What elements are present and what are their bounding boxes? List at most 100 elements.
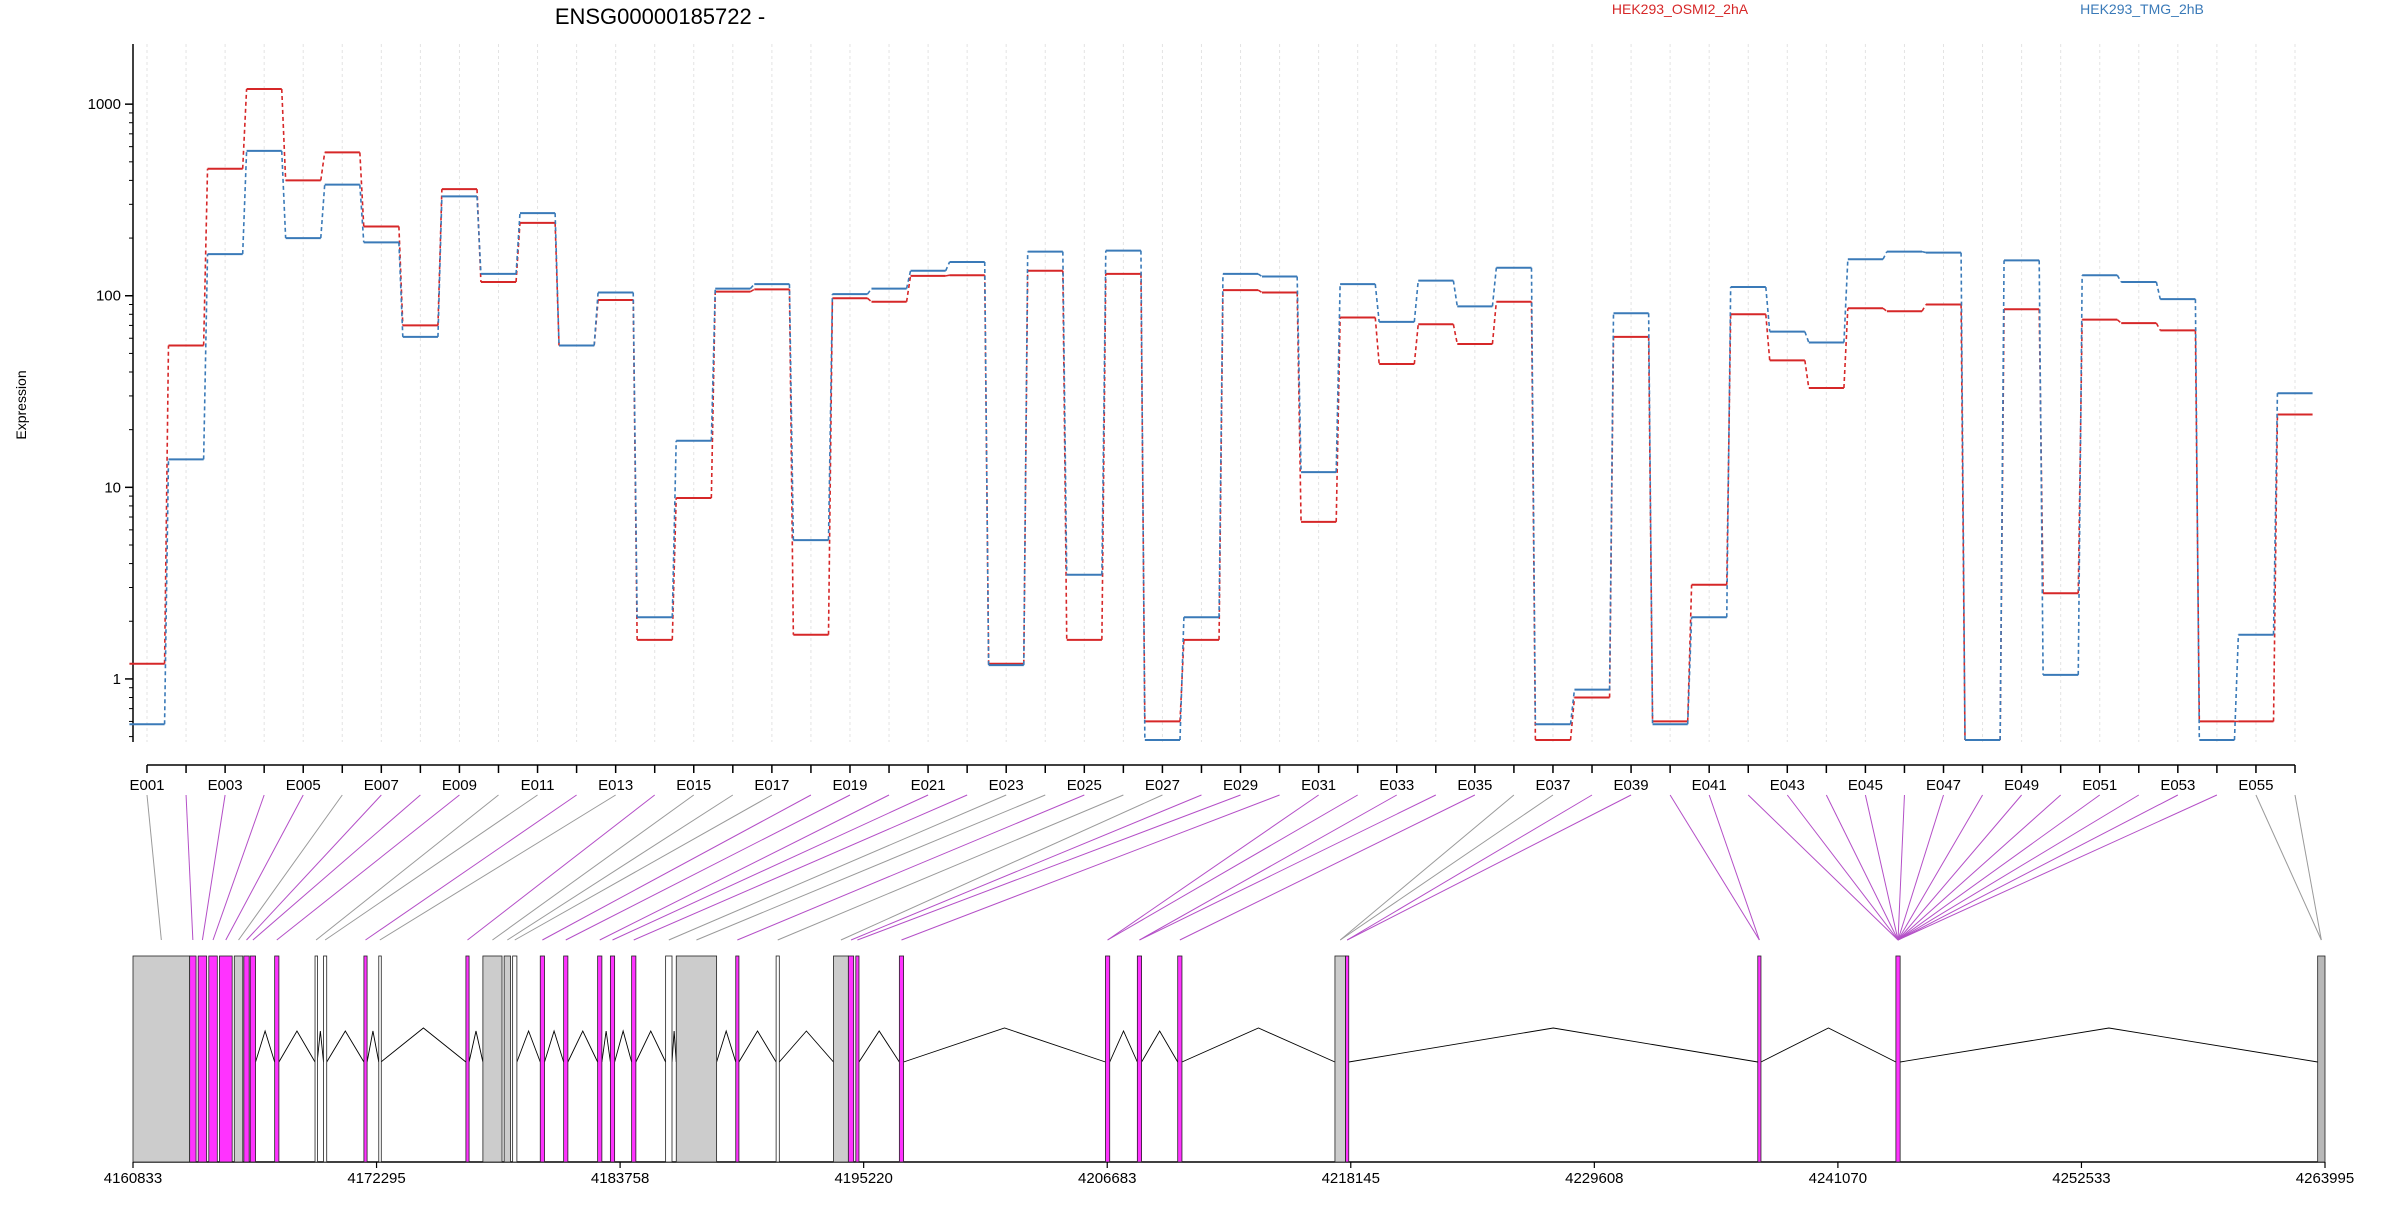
series-connector <box>437 196 443 337</box>
exon-block <box>249 955 256 1163</box>
exon-connector <box>2255 794 2322 941</box>
series-connector <box>1921 250 1927 254</box>
exon-block <box>609 955 616 1163</box>
intron <box>635 1029 667 1063</box>
exon-connector <box>201 794 226 941</box>
intron <box>1760 1027 1897 1063</box>
coord-tick-label: 4218145 <box>1322 1170 1380 1187</box>
series-connector <box>1452 280 1459 307</box>
exon-block <box>847 955 855 1163</box>
exon-connector <box>514 794 773 941</box>
exon-connector <box>840 794 1163 941</box>
exon-tick-label: E013 <box>598 777 633 794</box>
series-connector <box>2077 275 2083 675</box>
exon-tick-label: E031 <box>1301 777 1336 794</box>
series-connector <box>1921 304 1927 312</box>
series-connector <box>1765 314 1771 361</box>
exon-block <box>378 955 382 1163</box>
series-connector <box>1725 287 1732 618</box>
series-connector <box>1491 267 1498 307</box>
series-connector <box>2233 634 2240 741</box>
series-0 <box>129 87 2313 741</box>
series-connector <box>1608 336 1615 698</box>
exon-connector <box>633 794 968 941</box>
exon-tick-label: E017 <box>754 777 789 794</box>
series-connector <box>1374 284 1380 323</box>
series-connector <box>632 292 638 618</box>
y-tick-label: 1000 <box>88 96 121 113</box>
exon-connector <box>1897 794 2140 941</box>
series-connector <box>320 152 326 181</box>
exon-connector <box>901 794 1280 941</box>
series-connector <box>1140 250 1146 741</box>
exon-block <box>597 955 603 1163</box>
series-connector <box>1569 689 1576 725</box>
series-connector <box>866 288 873 295</box>
exon-tick-label: E009 <box>442 777 477 794</box>
intron <box>738 1030 777 1063</box>
intron <box>380 1027 467 1063</box>
y-axis: 1 10 100 1000 <box>88 44 134 742</box>
series-connector <box>2194 299 2201 741</box>
exon-connector <box>507 794 734 941</box>
series-connector <box>944 261 951 272</box>
exon-connector <box>225 794 304 941</box>
exon-block <box>735 955 740 1163</box>
exon-tick-label: E033 <box>1379 777 1414 794</box>
exon-tick-label: E025 <box>1067 777 1102 794</box>
exon-block <box>219 955 233 1163</box>
series-connector <box>1686 617 1693 725</box>
exon-tick-label: E021 <box>911 777 946 794</box>
exon-connector <box>850 794 1202 941</box>
exon-connector <box>365 794 577 941</box>
exon-connector <box>467 794 656 941</box>
series-connector <box>867 297 872 303</box>
y-tick-label: 1 <box>113 671 121 688</box>
exon-tick-label: E003 <box>208 777 243 794</box>
coord-tick-label: 4263995 <box>2296 1170 2354 1187</box>
intron <box>544 1029 565 1063</box>
series-connector <box>710 288 717 441</box>
intron <box>778 1030 834 1063</box>
series-connector <box>398 226 404 326</box>
exon-connector <box>1747 794 1899 941</box>
exon-connector <box>146 794 162 941</box>
exon-tick-label: E043 <box>1770 777 1805 794</box>
series-connector <box>202 254 209 460</box>
exon-connector <box>379 794 616 941</box>
coord-tick-label: 4229608 <box>1565 1170 1623 1187</box>
exon-connector <box>668 794 1007 941</box>
series-connector <box>1413 324 1420 365</box>
series-connector <box>1804 360 1810 389</box>
series-connector <box>1218 273 1224 618</box>
exon-block <box>208 955 218 1163</box>
exon-tick-label: E001 <box>129 777 164 794</box>
exon-connector <box>1669 794 1760 941</box>
coord-tick-label: 4160833 <box>104 1170 162 1187</box>
y-tick-label: 100 <box>96 288 121 305</box>
exon-connector <box>1864 794 1899 941</box>
exon-tick-label: E051 <box>2082 777 2117 794</box>
expression-lines <box>129 87 2313 741</box>
series-connector <box>163 459 170 725</box>
exon-block <box>1136 955 1142 1163</box>
exon-connector <box>246 794 382 941</box>
series-connector <box>1413 280 1420 323</box>
exon-tick-label: E023 <box>989 777 1024 794</box>
exon-connector <box>1897 794 1983 941</box>
series-connector <box>1804 331 1810 343</box>
exon-block <box>314 955 318 1163</box>
intron <box>614 1029 633 1063</box>
series-connector <box>788 284 795 541</box>
exon-connector <box>1897 794 2062 941</box>
exon-block <box>323 955 328 1163</box>
exon-block <box>465 955 470 1163</box>
exon-block <box>243 955 250 1163</box>
series-connector <box>1374 317 1380 365</box>
exon-block <box>189 955 197 1163</box>
exon-connector <box>1897 794 2023 941</box>
exon-block <box>1757 955 1762 1163</box>
series-connector <box>1491 301 1498 345</box>
series-connector <box>945 274 950 277</box>
